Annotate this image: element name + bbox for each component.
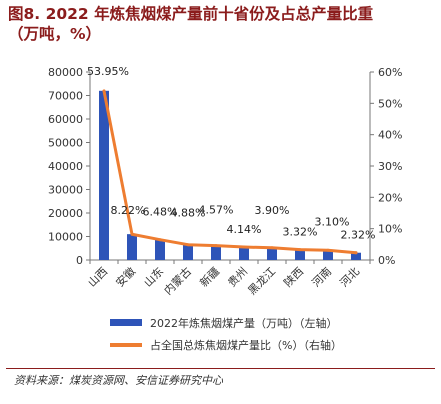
y-left-tick-label: 10000 [48, 231, 83, 244]
x-tick-label-6: 黑龙江 [246, 265, 279, 298]
axes-layer: 0 10000 20000 30000 40000 50000 60000 70000 8000… [48, 66, 402, 267]
line-point-5 [242, 245, 246, 249]
line-layer [102, 89, 358, 255]
legend-label-line: 占全国总炼焦烟煤产量比（%）（右轴） [150, 338, 342, 352]
line-data-label-1: 8.22% [111, 204, 146, 217]
bar-4 [211, 245, 221, 260]
bar-1 [127, 234, 137, 260]
line-point-6 [270, 246, 274, 250]
x-tick-label-9: 河北 [337, 265, 362, 290]
y-left-tick-label: 30000 [48, 184, 83, 197]
y-left-tick-label: 0 [76, 254, 83, 267]
line-point-0 [102, 89, 106, 93]
line-point-1 [130, 232, 134, 236]
line-data-label-7: 3.32% [283, 226, 318, 239]
line-data-label-8: 3.10% [315, 215, 350, 228]
x-tick-label-4: 新疆 [197, 264, 222, 289]
chart-title: 图8. 2022 年炼焦烟煤产量前十省份及占总产量比重 （万吨，%） [8, 4, 436, 44]
y-right-tick-label: 0% [378, 254, 395, 267]
bar-9 [351, 252, 361, 260]
y-right-tick-label: 20% [378, 191, 402, 204]
x-tick-label-0: 山西 [85, 265, 110, 290]
x-tick-label-1: 安徽 [113, 264, 138, 289]
bar-3 [183, 244, 193, 260]
bar-2 [155, 239, 165, 260]
y-right-tick-label: 10% [378, 223, 402, 236]
line-data-label-2: 6.48% [143, 206, 178, 219]
line-point-8 [326, 248, 330, 252]
y-right-tick-label: 60% [378, 66, 402, 79]
y-left-tick-label: 50000 [48, 137, 83, 150]
y-left-tick-label: 40000 [48, 160, 83, 173]
x-tick-label-8: 河南 [309, 265, 334, 290]
source-divider [6, 368, 435, 369]
line-point-9 [354, 251, 358, 255]
line-point-3 [186, 243, 190, 247]
x-tick-label-2: 山东 [141, 265, 166, 290]
bar-7 [295, 249, 305, 260]
line-point-4 [214, 244, 218, 248]
line-data-label-0: 53.95% [87, 65, 129, 78]
chart-title-line2: （万吨，%） [8, 25, 102, 43]
chart-title-line1: 图8. 2022 年炼焦烟煤产量前十省份及占总产量比重 [8, 5, 374, 23]
line-data-label-4: 4.57% [199, 204, 234, 217]
legend-label-bar: 2022年炼焦烟煤产量（万吨）（左轴） [150, 316, 338, 330]
line-point-2 [158, 238, 162, 242]
legend: 2022年炼焦烟煤产量（万吨）（左轴） 占全国总炼焦烟煤产量比（%）（右轴） [110, 316, 342, 352]
bar-6 [267, 247, 277, 260]
line-data-label-6: 3.90% [255, 204, 290, 217]
line-point-7 [298, 248, 302, 252]
line-data-label-5: 4.14% [227, 223, 262, 236]
x-tick-label-3: 内蒙古 [161, 264, 194, 297]
share-line [102, 89, 358, 255]
data-labels-layer: 53.95% 8.22%6.48%4.88%4.57% 4.14% 3.90% 3.32… [87, 65, 375, 242]
legend-swatch-bar [110, 319, 142, 326]
line-data-label-9: 2.32% [341, 229, 376, 242]
y-left-tick-label: 80000 [48, 66, 83, 79]
y-right-tick-label: 50% [378, 97, 402, 110]
source-note: 资料来源：煤炭资源网、安信证券研究中心 [14, 374, 223, 387]
y-right-tick-label: 40% [378, 129, 402, 142]
y-right-tick-label: 30% [378, 160, 402, 173]
y-left-tick-label: 60000 [48, 113, 83, 126]
bar-0 [99, 90, 109, 260]
bars-layer [99, 90, 361, 260]
bar-5 [239, 246, 249, 260]
line-data-label-3: 4.88% [171, 207, 206, 220]
x-tick-label-5: 贵州 [225, 265, 250, 290]
x-tick-label-7: 陕西 [281, 264, 306, 289]
bar-8 [323, 250, 333, 260]
y-left-tick-label: 70000 [48, 90, 83, 103]
y-left-tick-label: 20000 [48, 207, 83, 220]
